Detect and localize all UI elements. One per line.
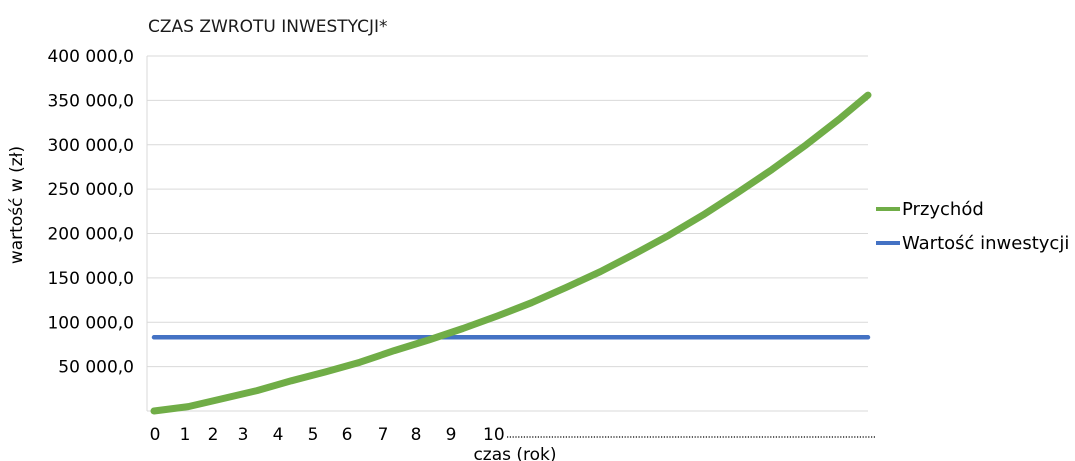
legend: Przychód Wartość inwestycji <box>876 199 1069 254</box>
chart-title: CZAS ZWROTU INWESTYCJI* <box>148 17 388 37</box>
legend-label: Wartość inwestycji <box>902 233 1069 254</box>
y-tick-label: 100 000,0 <box>47 313 134 333</box>
x-axis-label: czas (rok) <box>473 445 556 461</box>
x-tick-label: 4 <box>273 425 284 445</box>
x-tick-label: 10 <box>483 425 505 445</box>
x-tick-label: 1 <box>180 425 191 445</box>
x-tick-label: 3 <box>238 425 249 445</box>
y-tick-label: 400 000,0 <box>47 47 134 67</box>
y-tick-label: 350 000,0 <box>47 91 134 111</box>
gridlines <box>146 55 868 412</box>
series <box>150 91 872 415</box>
y-tick-label: 150 000,0 <box>47 269 134 289</box>
x-tick-label: 0 <box>150 425 161 445</box>
y-tick-label: 250 000,0 <box>47 180 134 200</box>
x-tick-label: 8 <box>411 425 422 445</box>
x-axis-ticks: 0 1 2 3 4 5 6 7 8 9 10 <box>150 425 876 445</box>
x-tick-label: 2 <box>208 425 219 445</box>
x-tick-label: 7 <box>378 425 389 445</box>
y-tick-label: 50 000,0 <box>58 358 134 378</box>
y-tick-label: 200 000,0 <box>47 225 134 245</box>
x-tick-label: 5 <box>308 425 319 445</box>
y-tick-label: 300 000,0 <box>47 136 134 156</box>
legend-label: Przychód <box>902 199 984 220</box>
x-tick-label: 9 <box>446 425 457 445</box>
y-axis-label: wartość w (zł) <box>7 146 27 264</box>
series-line-przychod <box>150 91 872 415</box>
y-axis-ticks: 50 000,0 100 000,0 150 000,0 200 000,0 250 0… <box>47 47 134 378</box>
x-tick-label: 6 <box>342 425 353 445</box>
